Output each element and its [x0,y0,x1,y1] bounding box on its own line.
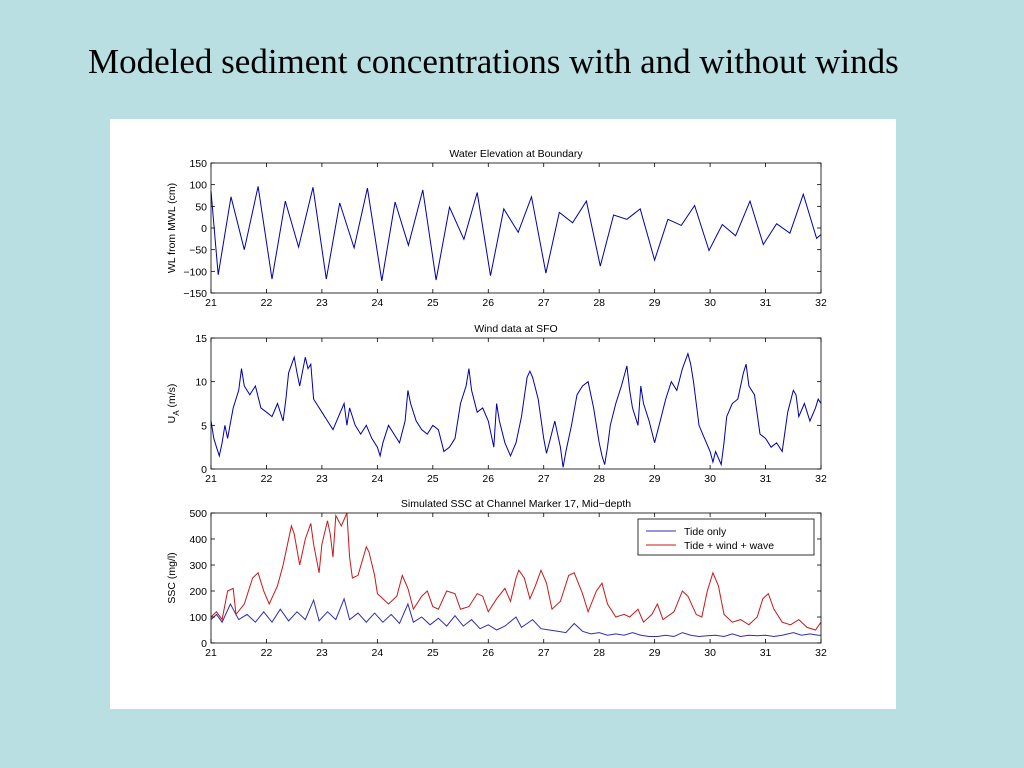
plot-frame-2 [210,337,822,470]
y-axis-label-2: UA (m/s) [166,384,181,424]
x-tick-label: 26 [482,647,494,659]
y-tick-label: 100 [189,612,207,624]
y-tick-label: 5 [201,420,207,432]
y-tick-label: 15 [195,333,207,345]
x-tick-label: 27 [538,473,550,485]
y-tick-label: 100 [189,180,207,192]
x-tick-label: 31 [760,473,772,485]
x-tick-label: 21 [205,647,217,659]
x-tick-label: 28 [593,473,605,485]
x-tick-label: 24 [372,297,384,309]
x-tick-label: 30 [704,473,716,485]
figure-panel: Water Elevation at Boundary 21 22 23 24 25 26 2… [110,119,896,709]
y-tick-label: −150 [183,288,207,300]
y-tick-label: 300 [189,560,207,572]
series-line-1-1 [210,186,822,281]
y-tick-label: 0 [201,223,207,235]
x-tick-label: 28 [593,647,605,659]
x-tick-label: 29 [649,297,661,309]
x-tick-label: 24 [372,473,384,485]
x-tick-label: 23 [316,297,328,309]
plot-frame-3 [210,512,822,644]
x-tick-label: 28 [593,297,605,309]
x-tick-label: 29 [649,473,661,485]
y-tick-label: 10 [195,377,207,389]
x-tick-label: 21 [205,473,217,485]
legend-box [637,518,815,556]
y-tick-label: 400 [189,534,207,546]
y-axis-label-1: WL from MWL (cm) [166,183,178,273]
chart-title-1: Water Elevation at Boundary [449,148,583,160]
y-tick-label: −50 [189,245,207,257]
x-tick-label: 27 [538,647,550,659]
chart-title-2: Wind data at SFO [474,323,557,335]
y-axis-label-3: SSC (mg/l) [166,552,178,603]
y-tick-label: 500 [189,508,207,520]
y-tick-label: −100 [183,266,207,278]
x-tick-label: 22 [261,647,273,659]
x-tick-label: 31 [760,297,772,309]
x-tick-label: 27 [538,297,550,309]
x-tick-label: 32 [815,647,827,659]
y-tick-label: 200 [189,586,207,598]
legend-label-1: Tide only [684,526,727,538]
x-tick-label: 25 [427,647,439,659]
x-tick-label: 24 [372,647,384,659]
slide-title: Modeled sediment concentrations with and… [88,42,899,81]
series-line-3-1 [210,597,821,638]
x-tick-label: 31 [760,647,772,659]
x-tick-label: 26 [482,473,494,485]
x-tick-label: 22 [261,473,273,485]
y-tick-label: 50 [195,201,207,213]
y-tick-label: 0 [201,464,207,476]
x-tick-label: 21 [205,297,217,309]
y-tick-label: 150 [189,158,207,170]
x-tick-label: 26 [482,297,494,309]
x-tick-label: 30 [704,647,716,659]
x-tick-label: 32 [815,297,827,309]
x-tick-label: 32 [815,473,827,485]
series-line-2-1 [210,352,822,468]
x-tick-label: 22 [261,297,273,309]
x-tick-label: 25 [427,473,439,485]
chart-title-3: Simulated SSC at Channel Marker 17, Mid−… [401,498,631,510]
x-tick-label: 23 [316,473,328,485]
series-line-3-2 [210,512,822,631]
legend-label-2: Tide + wind + wave [684,540,774,552]
x-tick-label: 25 [427,297,439,309]
charts-figure: Water Elevation at Boundary 21 22 23 24 25 26 2… [166,148,827,659]
x-tick-label: 23 [316,647,328,659]
x-tick-label: 30 [704,297,716,309]
y-tick-label: 0 [201,638,207,650]
x-tick-label: 29 [649,647,661,659]
